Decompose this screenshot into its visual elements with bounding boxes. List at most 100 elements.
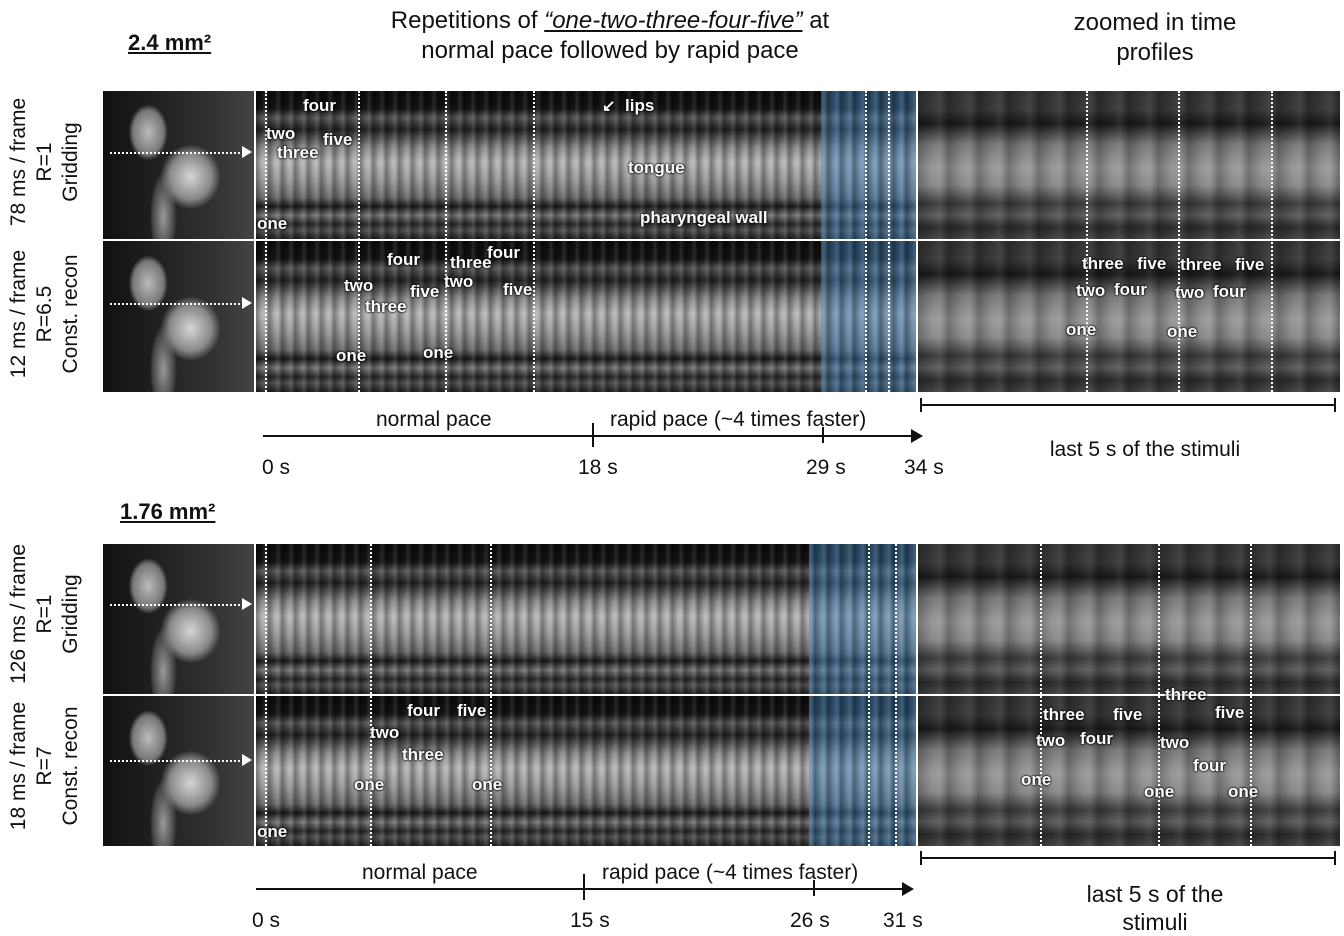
top-normal-pace-label: normal pace (376, 408, 492, 431)
bottom-row1-zoom-profile (918, 544, 1340, 694)
bottom-row1-time-profile (256, 544, 916, 694)
bottom-zoom-word: five (1215, 703, 1245, 722)
bottom-normal-pace-label: normal pace (362, 861, 478, 884)
bottom-row2-label: 18 ms / frame R=7 Const. recon (6, 686, 84, 846)
title-line2: normal pace followed by rapid pace (421, 37, 799, 64)
top-row2-word: one (423, 343, 454, 362)
bottom-zoom-word: two (1036, 731, 1066, 750)
top-row1-label-text: 78 ms / frame R=1 Gridding (7, 97, 82, 227)
bottom-row2-word: one (257, 822, 288, 841)
top-row2-word: two (344, 276, 374, 295)
top-time-axis (263, 435, 911, 437)
top-zoom-caption: last 5 s of the stimuli (1049, 438, 1241, 461)
top-zoom-marker-line (1178, 91, 1180, 392)
zoom-title: zoomed in time profiles (1010, 8, 1300, 68)
top-row2-word: one (336, 346, 367, 365)
top-row1-label: 78 ms / frame R=1 Gridding (6, 82, 84, 242)
bottom-row2-time-profile (256, 696, 916, 846)
top-tick-label: 29 s (806, 456, 846, 479)
bottom-tick-label: 0 s (252, 909, 281, 932)
bottom-row1-cut-line (110, 604, 240, 606)
top-marker-line (533, 91, 535, 392)
bottom-zoom-word: one (1144, 782, 1175, 801)
top-row2-time-profile (256, 241, 916, 392)
bottom-zoom-caption: last 5 s of the stimuli (1010, 880, 1300, 936)
top-marker-line (888, 91, 890, 392)
top-marker-line (865, 91, 867, 392)
top-row1-word-two: two (266, 124, 296, 143)
bottom-row1-label-text: 126 ms / frame R=1 Gridding (7, 543, 82, 685)
top-zoom-word: four (1213, 282, 1247, 301)
bottom-row2-word: five (457, 701, 487, 720)
top-time-axis-arrow-icon (911, 429, 923, 443)
bottom-row1-cut-arrow-icon (242, 598, 252, 610)
top-row1-time-profile (256, 91, 916, 239)
bottom-zoom-bracket (920, 851, 1336, 865)
top-row2-label-text: 12 ms / frame R=6.5 Const. recon (7, 249, 82, 379)
top-marker-line (358, 91, 360, 392)
top-zoom-word: five (1137, 254, 1167, 273)
top-row2-cut-arrow-icon (242, 297, 252, 309)
top-marker-line (265, 91, 267, 392)
bottom-tick-label: 31 s (883, 909, 923, 932)
bottom-row2-rapid-highlight (809, 696, 916, 846)
bottom-zoom-word: four (1193, 756, 1227, 775)
top-zoom-word: five (1235, 255, 1265, 274)
top-zoom-word: two (1175, 283, 1205, 302)
bottom-tick-26s (813, 880, 815, 896)
main-title: Repetitions of “one-two-three-four-five”… (330, 6, 890, 66)
top-zoom-word: three (1082, 254, 1124, 273)
bottom-marker-line (868, 544, 870, 846)
top-row1-label-pharyngeal-wall: pharyngeal wall (640, 208, 768, 227)
bottom-row2-cut-line (110, 760, 240, 762)
zoom-title-line2: profiles (1116, 39, 1194, 66)
bottom-zoom-marker-line (1040, 544, 1042, 846)
top-rapid-pace-label: rapid pace (~4 times faster) (610, 408, 867, 431)
bottom-marker-line (895, 544, 897, 846)
bottom-marker-line (490, 544, 492, 846)
top-zoom-marker-line (1271, 91, 1273, 392)
top-row2-zoom-profile (918, 241, 1340, 392)
top-row2-word: five (410, 282, 440, 301)
top-zoom-word: two (1076, 281, 1106, 300)
bottom-row2-word: three (402, 745, 444, 764)
bottom-zoom-word: three (1043, 705, 1085, 724)
top-row1-label-tongue: tongue (628, 158, 685, 177)
top-row2-word: four (487, 243, 521, 262)
top-row1-cut-arrow-icon (242, 146, 252, 158)
top-row2-label: 12 ms / frame R=6.5 Const. recon (6, 234, 84, 394)
bottom-resolution: 1.76 mm² (120, 499, 216, 524)
top-row1-word-four: four (303, 96, 337, 115)
bottom-row2-mri-image (103, 696, 254, 846)
top-resolution: 2.4 mm² (128, 30, 212, 55)
bottom-zoom-caption-line2: stimuli (1122, 909, 1188, 935)
top-row1-cut-line (110, 152, 240, 154)
top-row2-word: three (450, 253, 492, 272)
bottom-zoom-word: three (1165, 685, 1207, 704)
top-row2-word: three (365, 297, 407, 316)
title-suffix: at (802, 7, 830, 34)
bottom-row2-word: four (407, 701, 441, 720)
top-tick-18s (592, 423, 594, 447)
top-zoom-word: one (1066, 320, 1097, 339)
top-row2-word: five (503, 280, 533, 299)
lips-arrow-icon: ↙ (602, 98, 616, 115)
bottom-row1-label: 126 ms / frame R=1 Gridding (6, 534, 84, 694)
top-marker-line (445, 91, 447, 392)
bottom-zoom-word: four (1080, 729, 1114, 748)
top-row2-mri-image (103, 241, 254, 392)
top-row1-word-three: three (277, 143, 319, 162)
bottom-tick-label: 15 s (570, 909, 610, 932)
bottom-zoom-word: five (1113, 705, 1143, 724)
top-row2-cut-line (110, 303, 240, 305)
top-row1-rapid-highlight (821, 91, 916, 239)
bottom-zoom-word: one (1228, 782, 1259, 801)
top-zoom-bracket (920, 398, 1336, 412)
bottom-zoom-word: two (1160, 733, 1190, 752)
bottom-row2-word: two (370, 723, 400, 742)
bottom-row2-word: one (354, 775, 385, 794)
bottom-row1-mri-image (103, 544, 254, 694)
bottom-rapid-pace-label: rapid pace (~4 times faster) (602, 861, 859, 884)
top-tick-label: 18 s (578, 456, 618, 479)
top-row1-zoom-profile (918, 91, 1340, 239)
